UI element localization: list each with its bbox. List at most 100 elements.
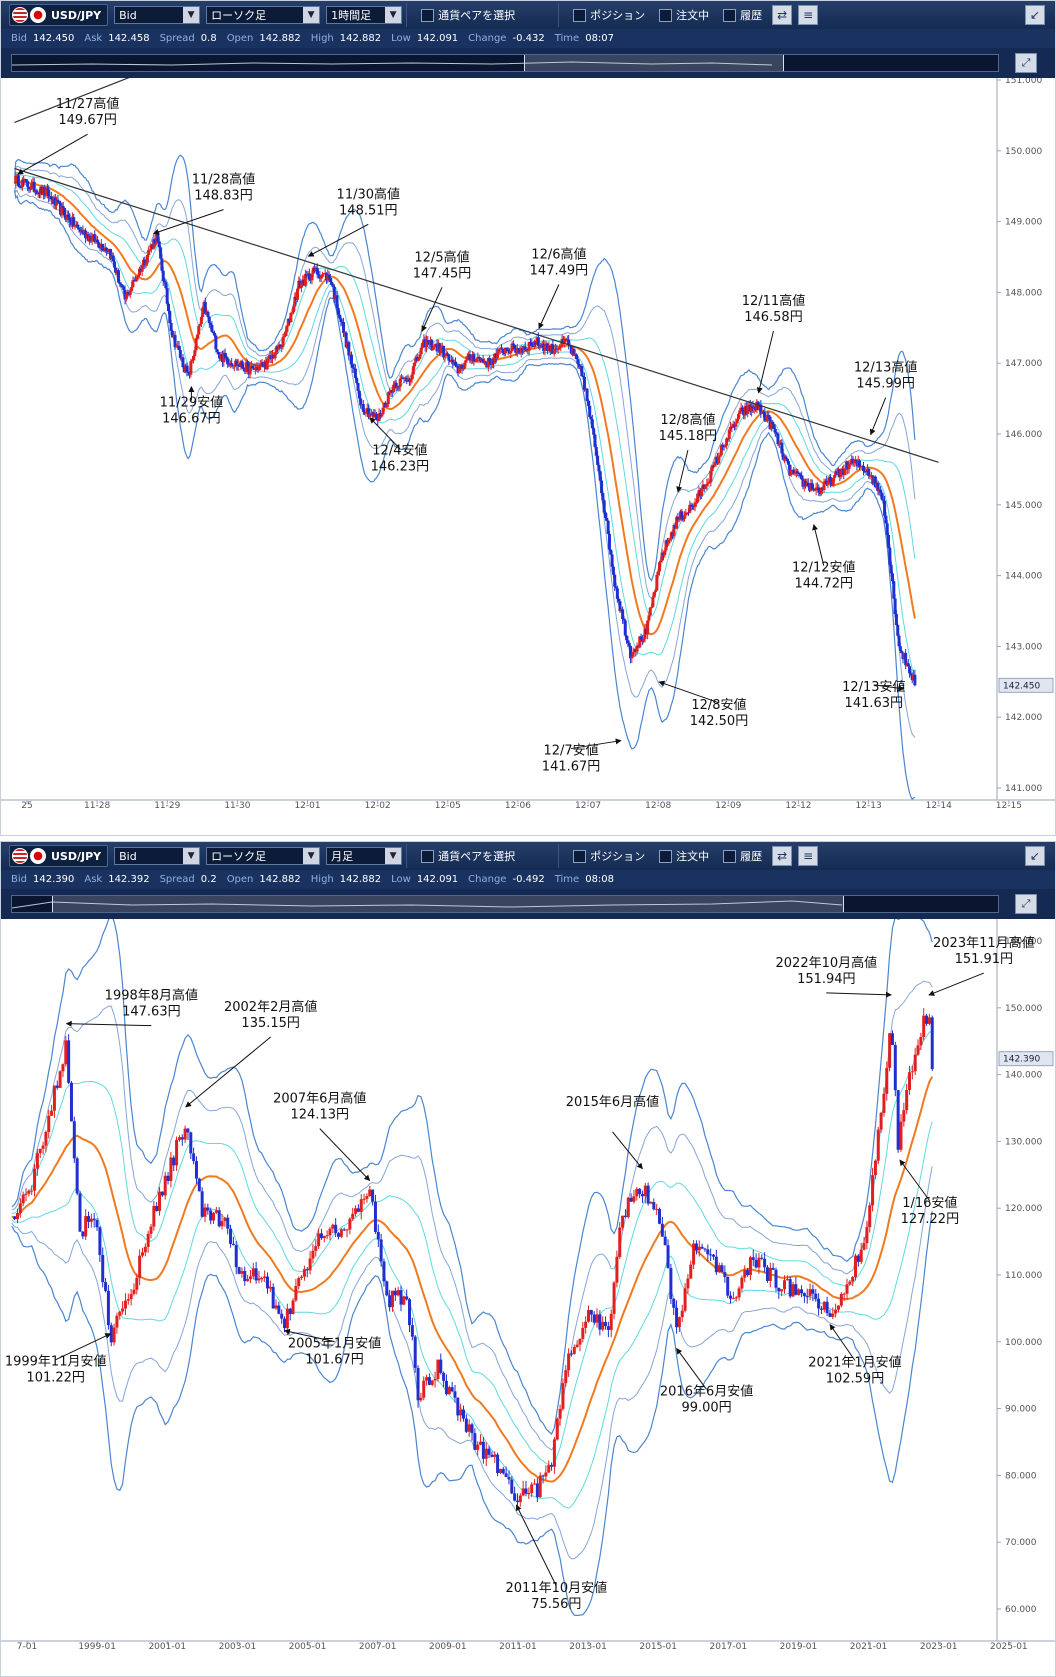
annotation-label: 145.18円 [659,429,718,444]
annotation-label: 12/13高値 [854,360,917,376]
candle-body [424,340,428,348]
chart-settings-icon[interactable]: ⇄ [772,846,793,866]
candle-body [284,332,288,337]
history-label: 履歴 [740,850,763,863]
annotation-label: 2007年6月高値 [273,1091,366,1107]
candle-body [501,348,505,354]
candle-body [822,1301,826,1310]
y-tick-label: 145.000 [1005,501,1042,511]
expand-icon[interactable]: ⤢ [1015,894,1037,914]
candle-body [617,598,621,602]
candle-body [160,258,164,271]
navigator-track[interactable] [11,895,999,913]
position-checkbox[interactable] [573,849,587,863]
candle-body [345,1229,349,1231]
order-checkbox[interactable] [659,8,673,22]
candle-body [800,1289,804,1294]
candle-body [268,1286,272,1289]
candle-body [30,183,34,189]
candle-body [278,344,282,348]
candle-body [136,275,140,278]
currency-pair-button[interactable]: USD/JPY [9,845,109,867]
minimize-icon[interactable]: ↙ [1025,5,1045,25]
candle-body [379,1239,383,1262]
chart-type-value: ローソク足 [211,9,267,22]
candle-body [461,368,465,370]
timeframe-select[interactable]: 1時間足 ▼ [326,6,403,24]
candle-body [686,512,690,514]
history-checkbox[interactable] [723,849,737,863]
navigator-track[interactable] [11,54,999,72]
candle-body [693,502,697,507]
annotation-arrow [538,284,560,330]
candle-body [764,420,768,422]
candle-body [50,1110,54,1116]
candle-body [731,1298,735,1300]
minimize-icon[interactable]: ↙ [1025,846,1045,866]
x-tick-label: 11-29 [154,801,180,811]
price-type-select[interactable]: Bid ▼ [114,847,201,865]
candle-body [750,405,754,412]
select-pair-checkbox[interactable] [421,8,435,22]
candle-body [161,270,165,281]
order-checkbox[interactable] [659,849,673,863]
candle-body [339,318,343,323]
bid-label: Bid [11,874,27,885]
candle-body [460,364,464,370]
chevron-down-icon: ▼ [303,7,320,23]
candle-body [263,1276,267,1279]
candle-body [294,1285,298,1301]
candle-body [905,1089,909,1111]
candle-body [896,625,900,636]
candle-body [76,224,80,228]
candle-body [143,259,147,265]
candle-body [158,1191,162,1211]
x-tick-label: 11-28 [84,801,110,811]
chart-type-select[interactable]: ローソク足 ▼ [206,6,321,24]
select-pair-label: 通貨ペアを選択 [438,9,516,22]
navigator-window-handle[interactable] [52,896,844,912]
navigator-window-handle[interactable] [524,55,784,71]
timeframe-select[interactable]: 月足 ▼ [326,847,403,865]
window-list-icon[interactable]: ≡ [798,5,819,25]
chart-settings-icon[interactable]: ⇄ [772,5,793,25]
candle-body [677,519,681,521]
candle-body [248,366,252,375]
trendline [14,167,939,463]
expand-icon[interactable]: ⤢ [1015,53,1037,73]
y-tick-label: 143.000 [1005,642,1042,652]
candle-body [112,1327,116,1343]
candle-body [24,179,28,182]
candle-body [618,1227,622,1257]
history-checkbox[interactable] [723,8,737,22]
candle-body [909,673,913,675]
annotation-arrow [873,684,905,692]
price-type-select[interactable]: Bid ▼ [114,6,201,24]
candle-body [463,362,467,369]
position-checkbox[interactable] [573,8,587,22]
candle-body [672,525,676,536]
candle-body [464,360,468,363]
annotation-label: 146.58円 [744,310,803,325]
candle-body [585,388,589,401]
candle-body [740,407,744,412]
window-list-icon[interactable]: ≡ [798,846,819,866]
candle-body [708,482,712,484]
candle-body [738,410,742,415]
select-pair-checkbox[interactable] [421,849,435,863]
candle-body [18,1203,22,1214]
annotation-label: 102.59円 [826,1371,885,1386]
candle-body [293,296,297,307]
candle-body [168,311,172,323]
candle-body [201,307,205,317]
candle-body [192,1153,196,1162]
candle-body [737,1288,741,1298]
candle-body [433,1378,437,1381]
chart-type-select[interactable]: ローソク足 ▼ [206,847,321,865]
candle-body [455,365,459,367]
candle-body [354,1208,358,1214]
annotation-label: 147.63円 [122,1005,181,1020]
candle-body [413,1336,417,1368]
currency-pair-button[interactable]: USD/JPY [9,4,109,26]
candle-body [377,413,381,421]
